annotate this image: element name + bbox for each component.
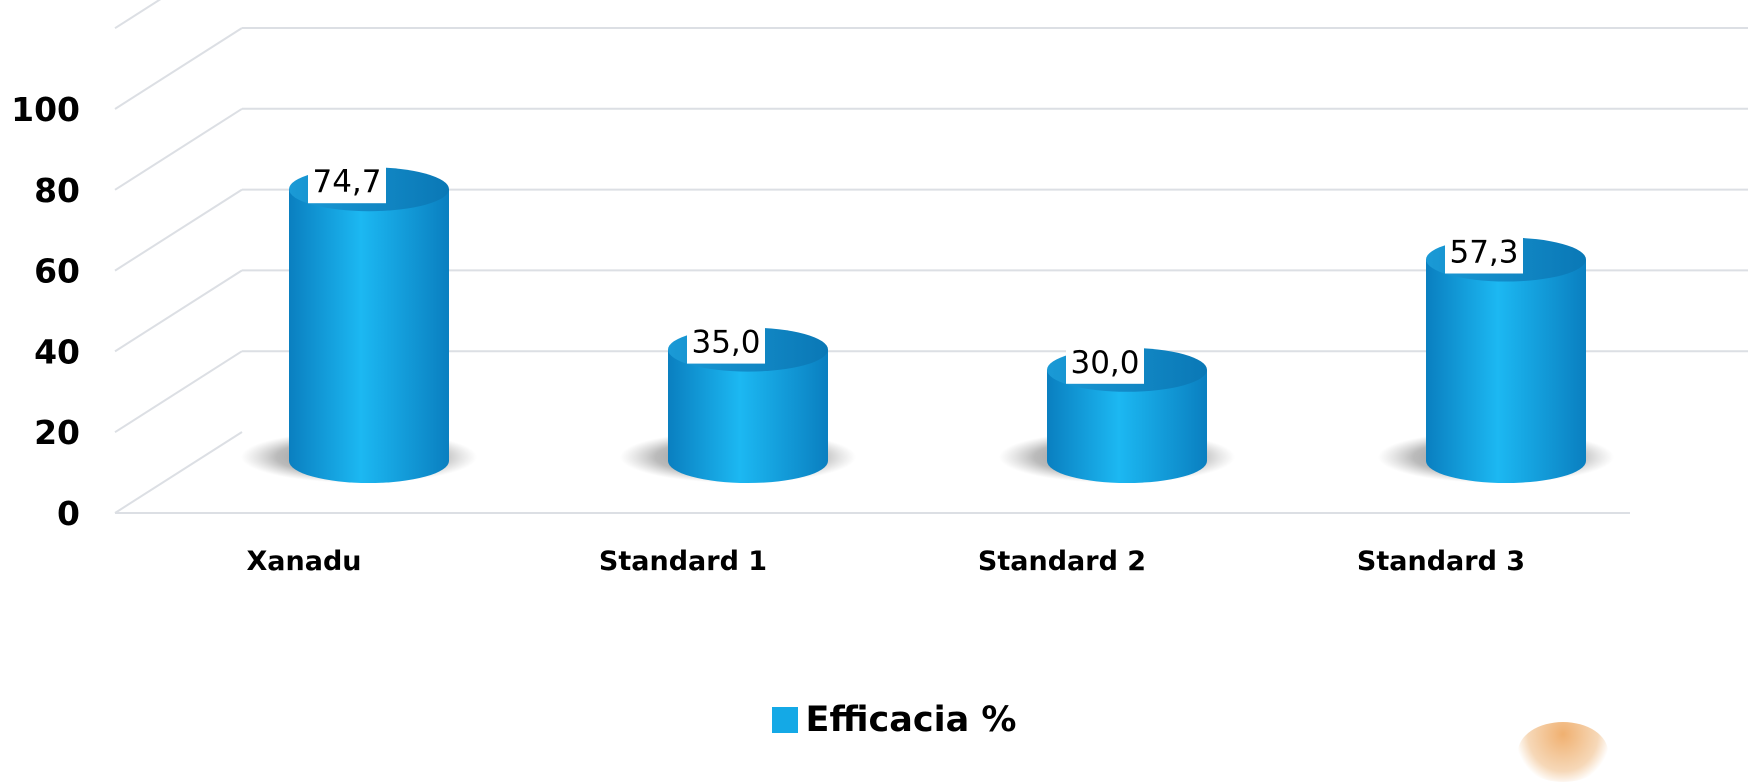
data-label-bg [687, 317, 765, 364]
x-tick-label: Standard 3 [1357, 546, 1525, 577]
data-label: 35,0 [691, 325, 760, 361]
decorative-blob [1518, 722, 1608, 782]
gridline-side [114, 188, 243, 272]
gridline-side [114, 107, 243, 191]
bar [1047, 369, 1207, 483]
bar [289, 189, 449, 483]
y-tick-label: 20 [34, 413, 80, 452]
gridline-side [114, 269, 243, 353]
y-tick-label: 0 [57, 494, 80, 533]
bar [1426, 259, 1586, 483]
bar [668, 349, 828, 483]
y-tick-label: 60 [34, 252, 80, 291]
gridline-side [114, 431, 243, 514]
data-label: 74,7 [312, 164, 381, 200]
data-label-bg [1445, 227, 1523, 274]
y-tick-label: 100 [11, 90, 80, 129]
x-tick-label: Standard 1 [599, 546, 767, 577]
data-label: 57,3 [1449, 235, 1518, 271]
y-tick-label: 40 [34, 332, 80, 371]
data-label: 30,0 [1070, 345, 1139, 381]
x-tick-label: Xanadu [246, 546, 361, 577]
y-axis-ticks: 0 20 40 60 80 100 [11, 90, 80, 533]
gridline-side [114, 27, 243, 110]
data-label-bg [1066, 337, 1144, 384]
bar-chart: 0 20 40 60 80 100 74,7 35,0 30,0 57,3 Xanadu Stan… [11, 0, 1748, 577]
y-tick-label: 80 [34, 171, 80, 210]
x-tick-label: Standard 2 [978, 546, 1146, 577]
legend-swatch [771, 707, 798, 733]
gridline-side [114, 350, 243, 434]
gridline-side [114, 0, 162, 30]
legend-item: Efficacia % [771, 700, 1017, 740]
legend-label: Efficacia % [805, 700, 1017, 740]
data-label-bg [308, 157, 386, 204]
bars: 74,7 35,0 30,0 57,3 [241, 157, 1614, 483]
legend: Efficacia % [0, 700, 1748, 747]
x-axis-ticks: Xanadu Standard 1 Standard 2 Standard 3 [246, 546, 1525, 577]
